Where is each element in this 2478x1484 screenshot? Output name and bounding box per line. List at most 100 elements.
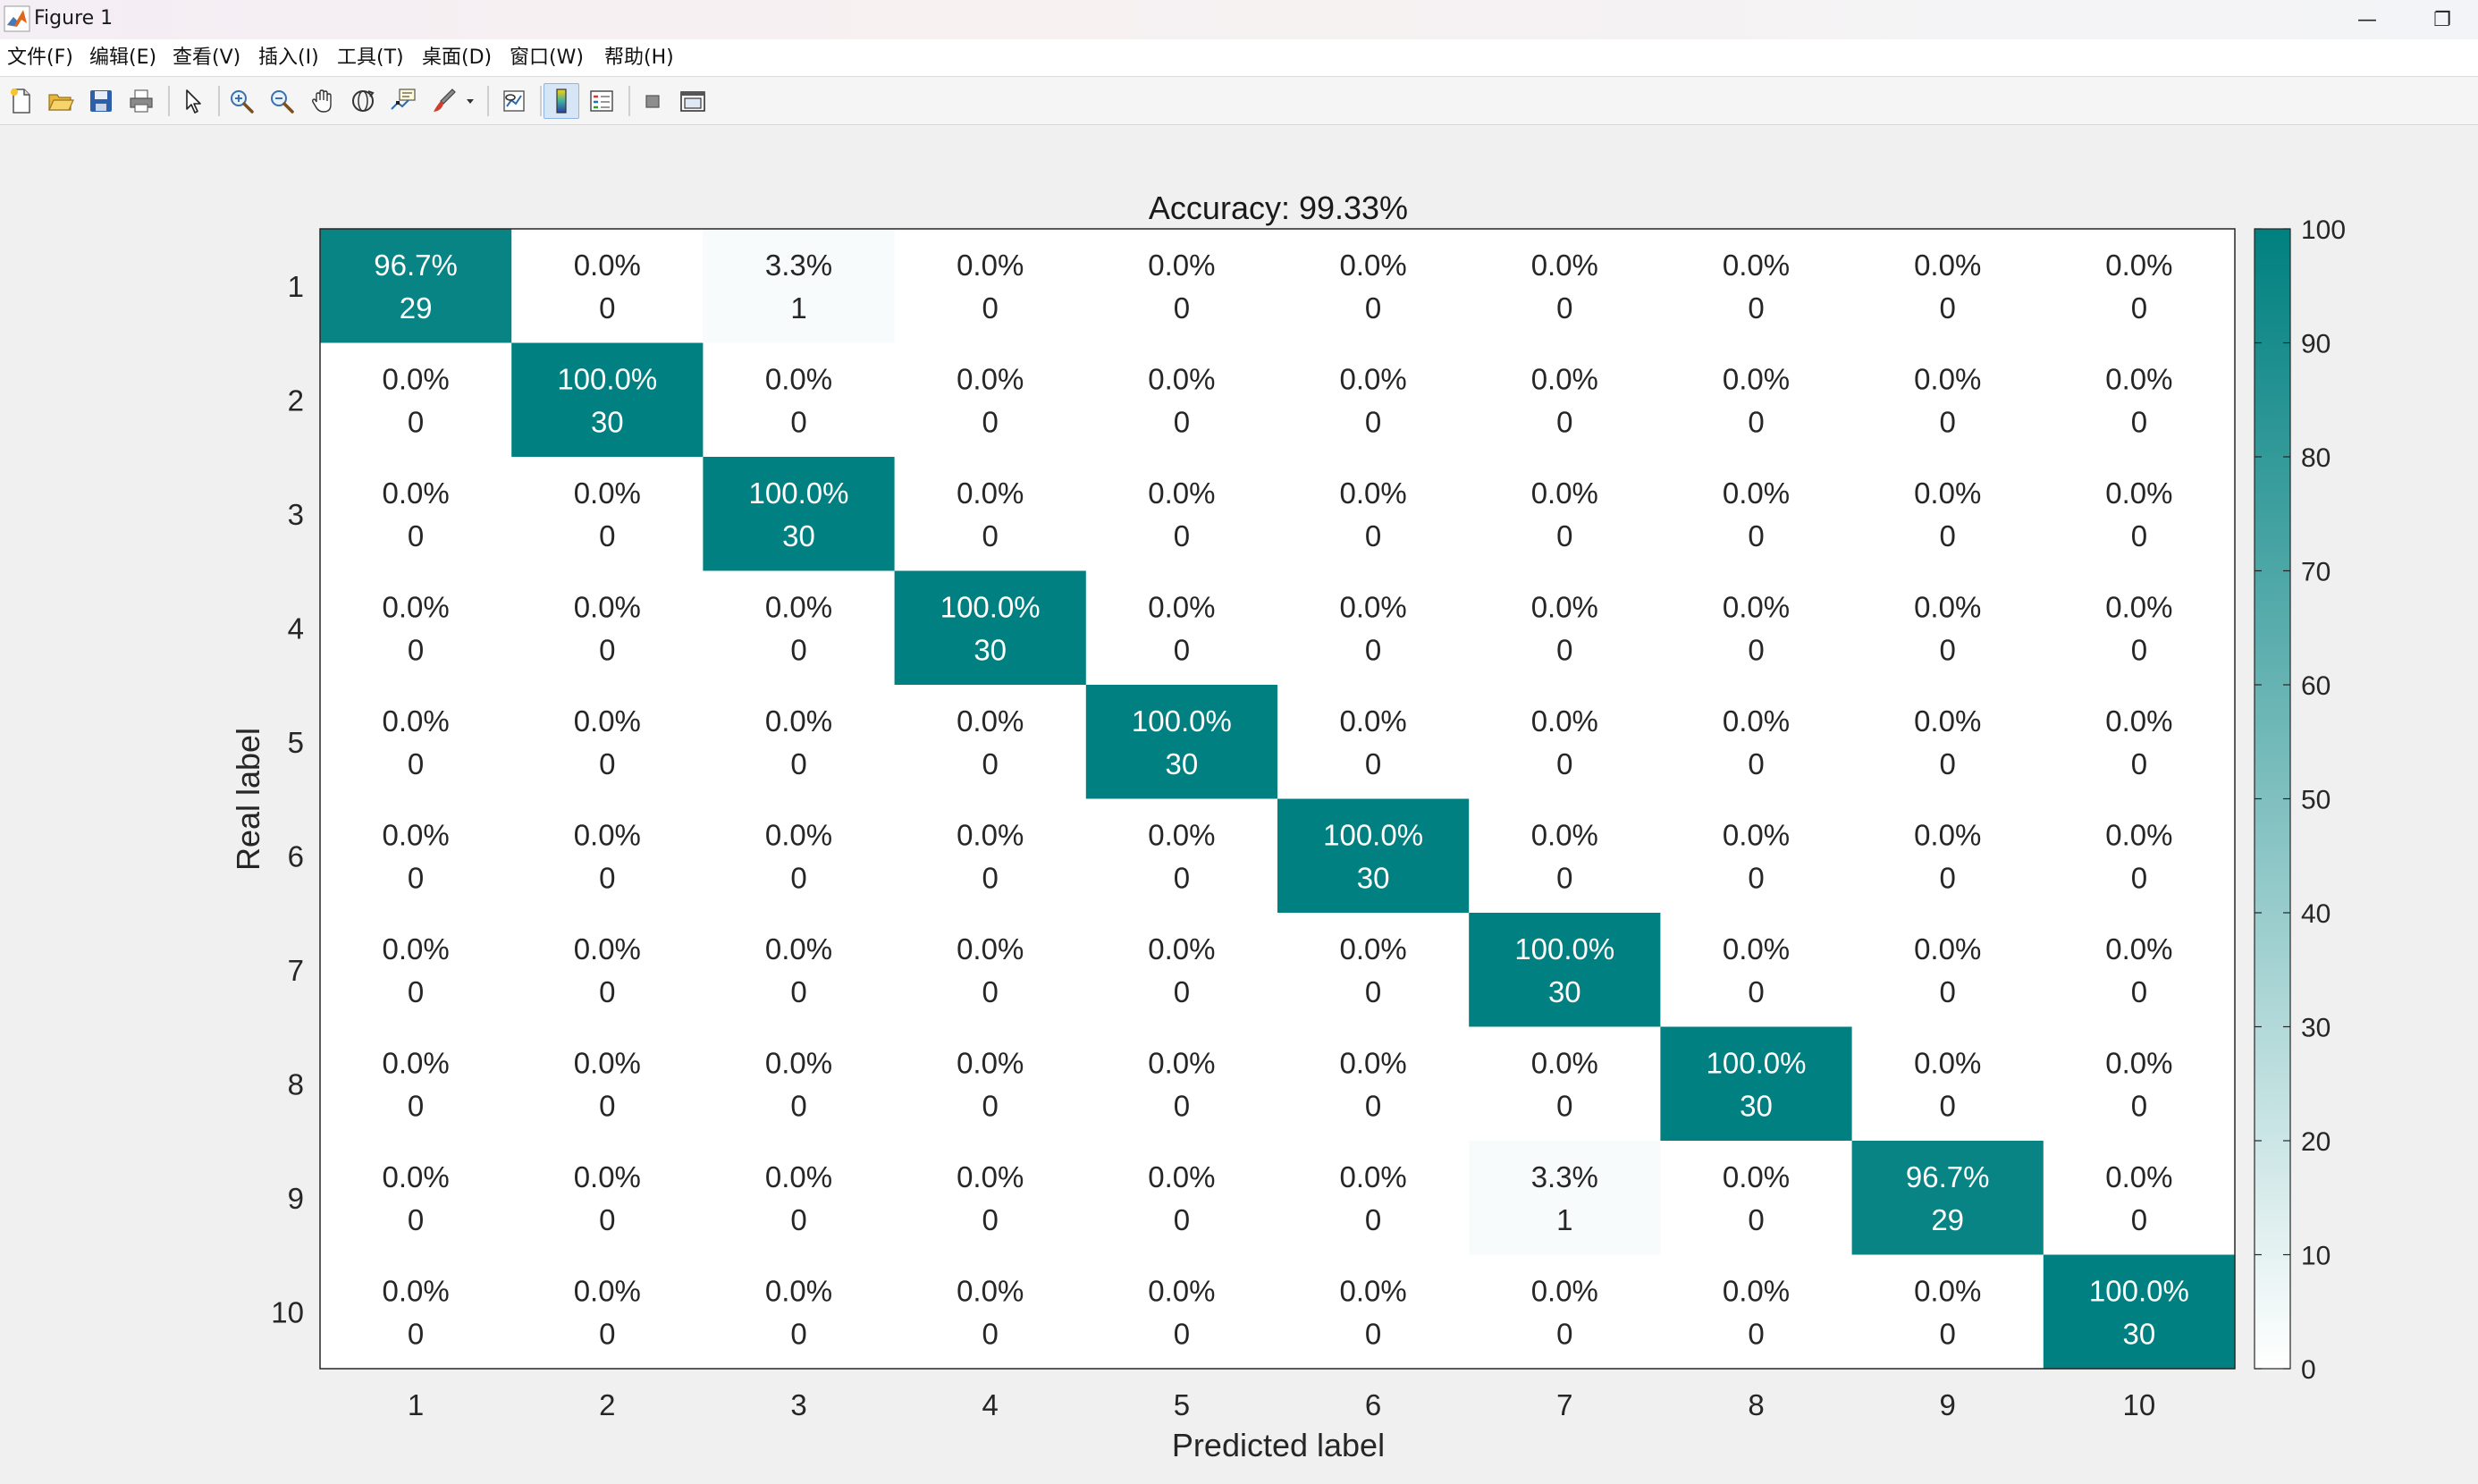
cell-count-label: 0 [408,861,424,894]
cell-percent-label: 100.0% [1514,932,1614,965]
matrix-cell [1277,1141,1470,1255]
cell-percent-label: 0.0% [957,362,1024,395]
matrix-cell [320,457,512,571]
matrix-cell [1660,1254,1853,1370]
cell-count-label: 0 [982,519,999,552]
link-plot-button[interactable] [496,83,532,119]
matlab-logo-icon [4,5,30,32]
brush-button[interactable] [426,83,461,119]
cell-percent-label: 0.0% [1531,1274,1598,1307]
matrix-cell [1469,913,1661,1027]
zoom-in-icon [231,90,254,114]
cell-percent-label: 0.0% [957,249,1024,282]
matrix-cell [1277,342,1470,458]
pan-button[interactable] [305,83,341,119]
cell-percent-label: 0.0% [574,1046,641,1079]
cell-percent-label: 0.0% [2105,476,2172,510]
colorbar-tick-label: 50 [2301,786,2330,815]
hide-plot-tools-button[interactable] [635,83,670,119]
legend-icon [590,90,613,112]
cell-count-label: 0 [2131,975,2147,1008]
cell-percent-label: 0.0% [1531,476,1598,510]
matrix-cell [320,913,512,1027]
menu-window[interactable]: 窗口(W) [510,46,584,69]
matrix-cell [1469,1026,1661,1142]
restore-button[interactable]: ❐ [2406,0,2478,39]
cell-count-label: 0 [408,519,424,552]
cell-percent-label: 0.0% [1148,818,1215,851]
y-tick-label: 5 [288,726,304,759]
cell-percent-label: 0.0% [1914,590,1981,623]
matrix-cell [511,342,704,458]
cell-percent-label: 0.0% [1148,932,1215,965]
colorbar-tick-label: 40 [2301,899,2330,929]
matrix-cell [1469,229,1661,343]
cell-count-label: 1 [790,291,806,325]
chart-title: Accuracy: 99.33% [1149,190,1408,226]
cell-percent-label: 0.0% [765,818,832,851]
cell-count-label: 0 [2131,633,2147,666]
x-tick-label: 5 [1174,1388,1190,1421]
matrix-cell [320,1026,512,1142]
cell-count-label: 0 [1174,1089,1190,1122]
menu-view[interactable]: 查看(V) [173,46,241,69]
menu-tools[interactable]: 工具(T) [337,46,404,69]
matrix-cell [1277,1254,1470,1370]
rotate-3d-button[interactable] [345,83,381,119]
cell-percent-label: 0.0% [1148,1274,1215,1307]
zoom-out-icon [271,90,294,114]
cell-count-label: 0 [790,747,806,780]
cell-count-label: 0 [1748,1203,1764,1236]
menu-file[interactable]: 文件(F) [7,46,73,69]
cell-count-label: 0 [599,1203,615,1236]
matrix-cell [703,1141,896,1255]
new-figure-button[interactable] [4,83,39,119]
cell-count-label: 0 [1365,747,1381,780]
cell-count-label: 0 [1174,519,1190,552]
cell-count-label: 0 [408,1089,424,1122]
figure-canvas[interactable]: 96.7% 29 0.0% 0 3.3% 1 0.0% 0 0.0% 0 0.0% 0 0.0% 0 0.0… [0,126,2478,1484]
matrix-cell [894,342,1087,458]
save-button[interactable] [83,83,119,119]
menu-desktop[interactable]: 桌面(D) [422,46,493,69]
print-button[interactable] [123,83,159,119]
brush-dropdown[interactable] [461,83,479,119]
cell-percent-label: 0.0% [1914,1046,1981,1079]
minimize-button[interactable]: — [2331,0,2403,39]
cell-percent-label: 100.0% [557,362,657,395]
cell-percent-label: 0.0% [1531,704,1598,738]
insert-legend-button[interactable] [584,83,620,119]
matrix-cell [1851,685,2044,799]
cell-count-label: 0 [599,747,615,780]
y-tick-label: 10 [271,1295,304,1328]
menu-edit[interactable]: 编辑(E) [89,46,157,69]
title-bar[interactable]: Figure 1 — ❐ [0,0,2478,39]
cell-percent-label: 0.0% [382,476,449,510]
zoom-out-button[interactable] [264,83,299,119]
matrix-cell [320,1254,512,1370]
menu-help[interactable]: 帮助(H) [604,46,674,69]
open-file-button[interactable] [43,83,79,119]
matrix-cell [320,342,512,458]
zoom-in-button[interactable] [223,83,259,119]
menu-insert[interactable]: 插入(I) [258,46,319,69]
colorbar-tick-label: 90 [2301,330,2330,359]
colorbar-tick-label: 80 [2301,443,2330,473]
cell-count-label: 0 [1174,291,1190,325]
minimize-icon: — [2357,8,2377,31]
cell-percent-label: 0.0% [1531,818,1598,851]
print-icon [130,89,153,113]
matrix-cell [1277,570,1470,686]
matrix-cell [1851,913,2044,1027]
cell-percent-label: 0.0% [1339,1046,1406,1079]
edit-plot-button[interactable] [175,83,211,119]
cell-count-label: 0 [2131,291,2147,325]
cell-percent-label: 0.0% [1339,476,1406,510]
cell-count-label: 0 [408,1317,424,1350]
insert-colorbar-button[interactable] [544,83,579,119]
cell-count-label: 0 [1748,519,1764,552]
cell-count-label: 0 [1748,861,1764,894]
matrix-cell [1469,342,1661,458]
data-cursor-button[interactable] [385,83,421,119]
show-plot-tools-button[interactable] [675,83,711,119]
